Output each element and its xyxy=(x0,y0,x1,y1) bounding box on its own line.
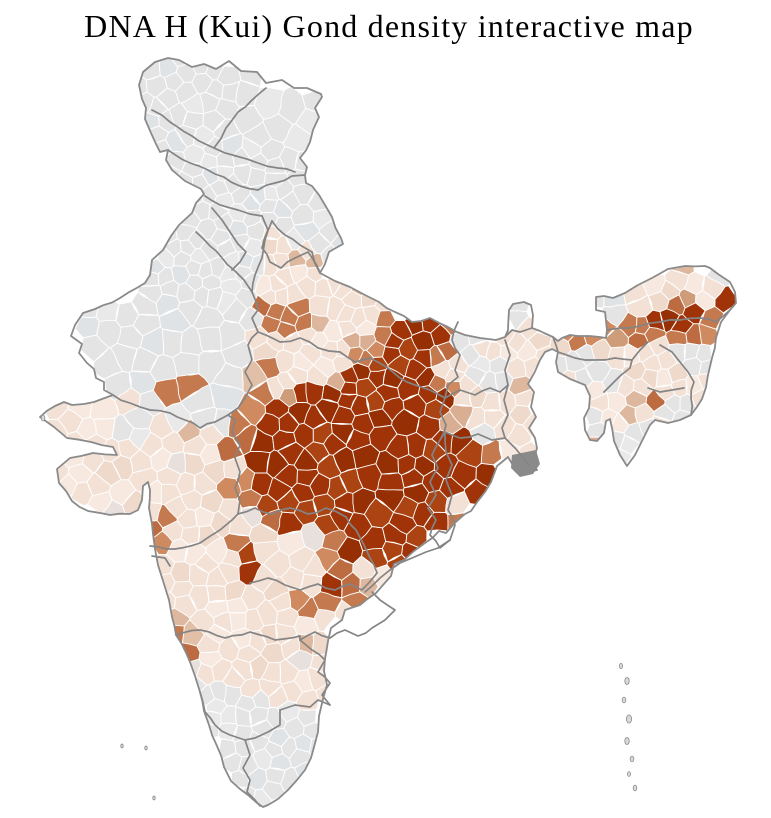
svg-text:DNA H (Kui) Gond density inter: DNA H (Kui) Gond density interactive map xyxy=(84,8,694,44)
